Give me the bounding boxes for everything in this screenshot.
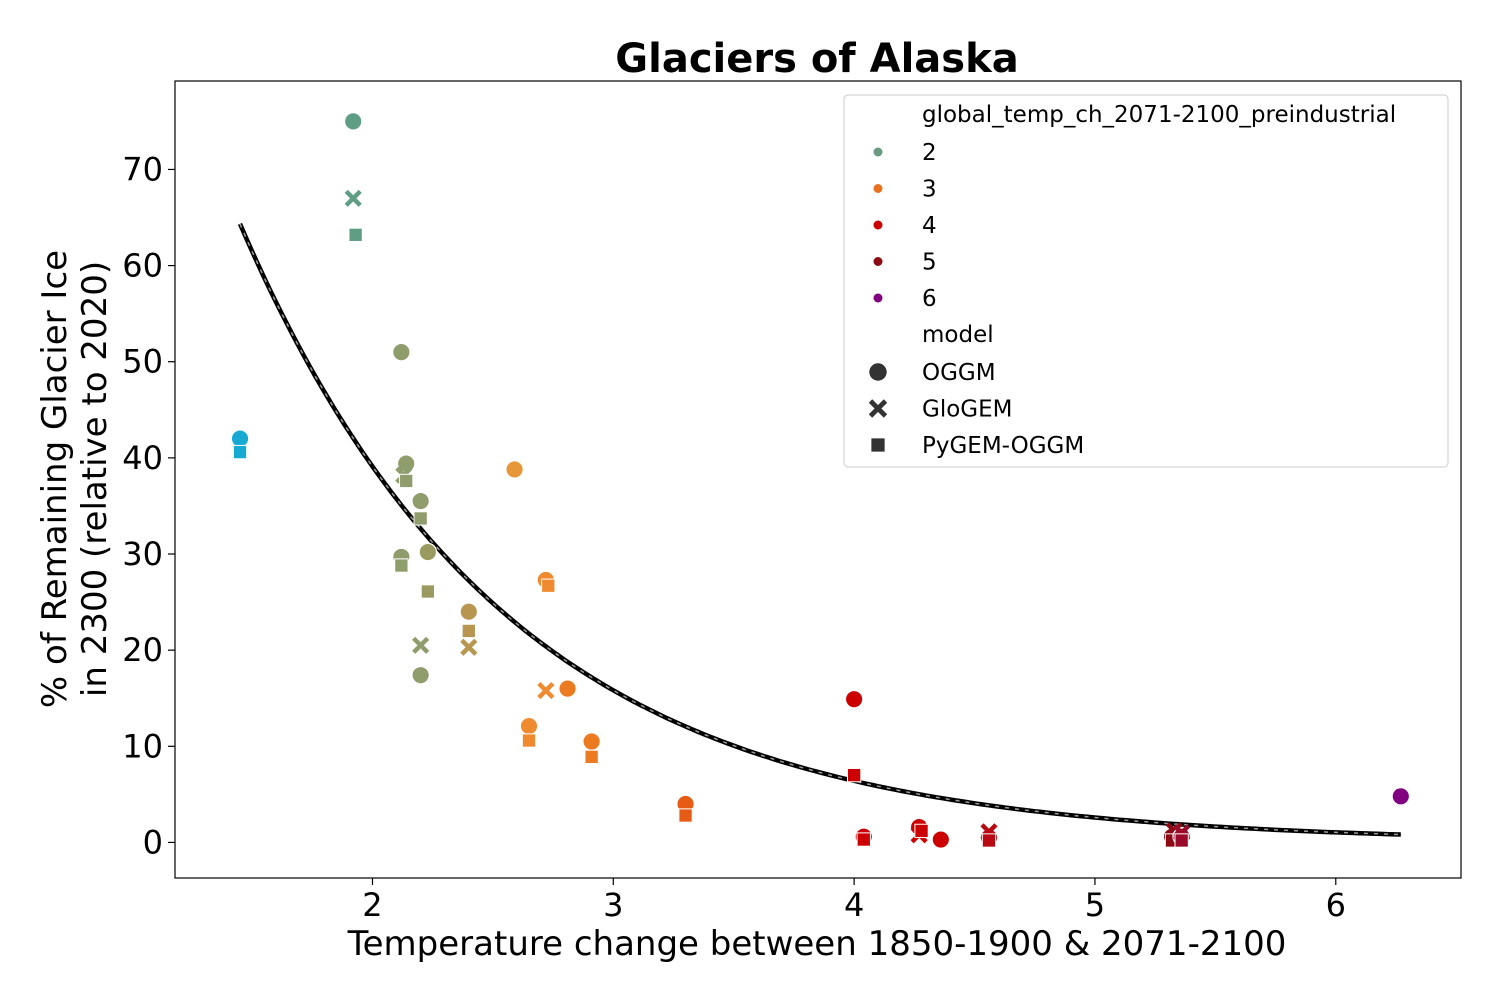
data-point: [519, 716, 539, 736]
data-point: [411, 665, 430, 685]
y-tick-label: 0: [143, 823, 163, 861]
x-tick-label: 6: [1326, 886, 1346, 924]
legend-hue-marker: [873, 220, 883, 230]
fit-curve-dash: [239, 223, 1401, 836]
chart-title: Glaciers of Alaska: [615, 36, 1018, 82]
legend-hue-marker: [873, 257, 883, 266]
data-point: [420, 584, 436, 599]
data-point: [1391, 787, 1411, 806]
data-point: [413, 511, 428, 526]
data-point: [537, 681, 555, 700]
legend-hue-label: 6: [922, 286, 937, 312]
legend-style-label: OGGM: [922, 360, 996, 386]
data-point: [541, 578, 556, 593]
y-axis-label-line-1: % of Remaining Glacier Ice: [35, 250, 75, 708]
legend-hue-label: 4: [922, 213, 937, 239]
data-point: [558, 679, 577, 698]
x-axis: 2 3 4 5 6: [362, 878, 1346, 924]
x-tick-label: 2: [362, 886, 382, 924]
legend: global_temp_ch_2071-2100_preindustrial 2…: [843, 94, 1449, 468]
data-point: [412, 636, 430, 654]
data-point: [914, 823, 929, 839]
x-axis-label: Temperature change between 1850-1900 & 2…: [347, 924, 1287, 964]
data-point: [582, 732, 601, 751]
data-point: [460, 638, 478, 656]
x-tick-label: 5: [1085, 886, 1105, 924]
data-point: [392, 342, 411, 362]
y-tick-label: 10: [122, 727, 163, 765]
legend-style-label: GloGEM: [922, 397, 1012, 423]
legend-style-entries: OGGM GloGEM PyGEM-OGGM: [868, 360, 1084, 459]
points-layer: [230, 112, 1411, 849]
data-point: [844, 689, 864, 709]
legend-style-marker: [870, 437, 886, 453]
legend-hue-marker: [873, 147, 883, 157]
data-point: [461, 623, 476, 639]
x-tick-label: 3: [603, 886, 623, 924]
data-point: [584, 749, 599, 765]
legend-style-marker: [868, 362, 888, 382]
data-point: [521, 733, 537, 748]
data-point: [230, 429, 250, 448]
data-point: [1174, 833, 1189, 848]
legend-hue-marker: [873, 293, 883, 303]
legend-style-marker: [868, 399, 888, 418]
y-tick-label: 20: [122, 631, 163, 669]
data-point: [343, 112, 363, 131]
y-tick-label: 40: [122, 439, 163, 477]
data-point: [418, 542, 438, 562]
fit-curve-layer: [237, 222, 1401, 837]
data-point: [348, 227, 363, 242]
data-point: [399, 473, 414, 489]
legend-hue-label: 3: [922, 177, 937, 203]
legend-hue-marker: [873, 184, 883, 193]
data-point: [411, 491, 430, 511]
legend-hue-title: global_temp_ch_2071-2100_preindustrial: [922, 102, 1396, 128]
data-point: [678, 808, 693, 823]
data-point: [856, 832, 871, 847]
legend-hue-label: 5: [922, 250, 937, 276]
y-axis: 0 10 20 30 40 50 60 70: [122, 150, 175, 861]
x-tick-label: 4: [844, 886, 864, 924]
data-point: [505, 460, 524, 479]
plot-frame: [174, 80, 1462, 879]
y-tick-label: 30: [122, 535, 163, 573]
legend-style-label: PyGEM-OGGM: [922, 433, 1084, 459]
data-point: [931, 830, 951, 849]
data-point: [981, 833, 997, 848]
legend-hue-entries: 2 3 4 5 6: [873, 140, 937, 312]
y-axis-label: % of Remaining Glacier Ice in 2300 (rela…: [35, 250, 115, 708]
y-tick-label: 50: [122, 343, 163, 381]
legend-box: [843, 94, 1449, 468]
legend-hue-label: 2: [922, 140, 937, 166]
legend-style-title: model: [922, 322, 994, 348]
data-point: [846, 767, 862, 783]
data-point: [232, 444, 248, 460]
data-point: [394, 558, 409, 573]
data-point: [344, 189, 362, 207]
y-tick-label: 70: [122, 150, 163, 188]
y-axis-label-line-2: in 2300 (relative to 2020): [75, 261, 115, 697]
data-point: [459, 602, 479, 621]
plot-area: [230, 112, 1411, 849]
y-tick-label: 60: [122, 247, 163, 285]
